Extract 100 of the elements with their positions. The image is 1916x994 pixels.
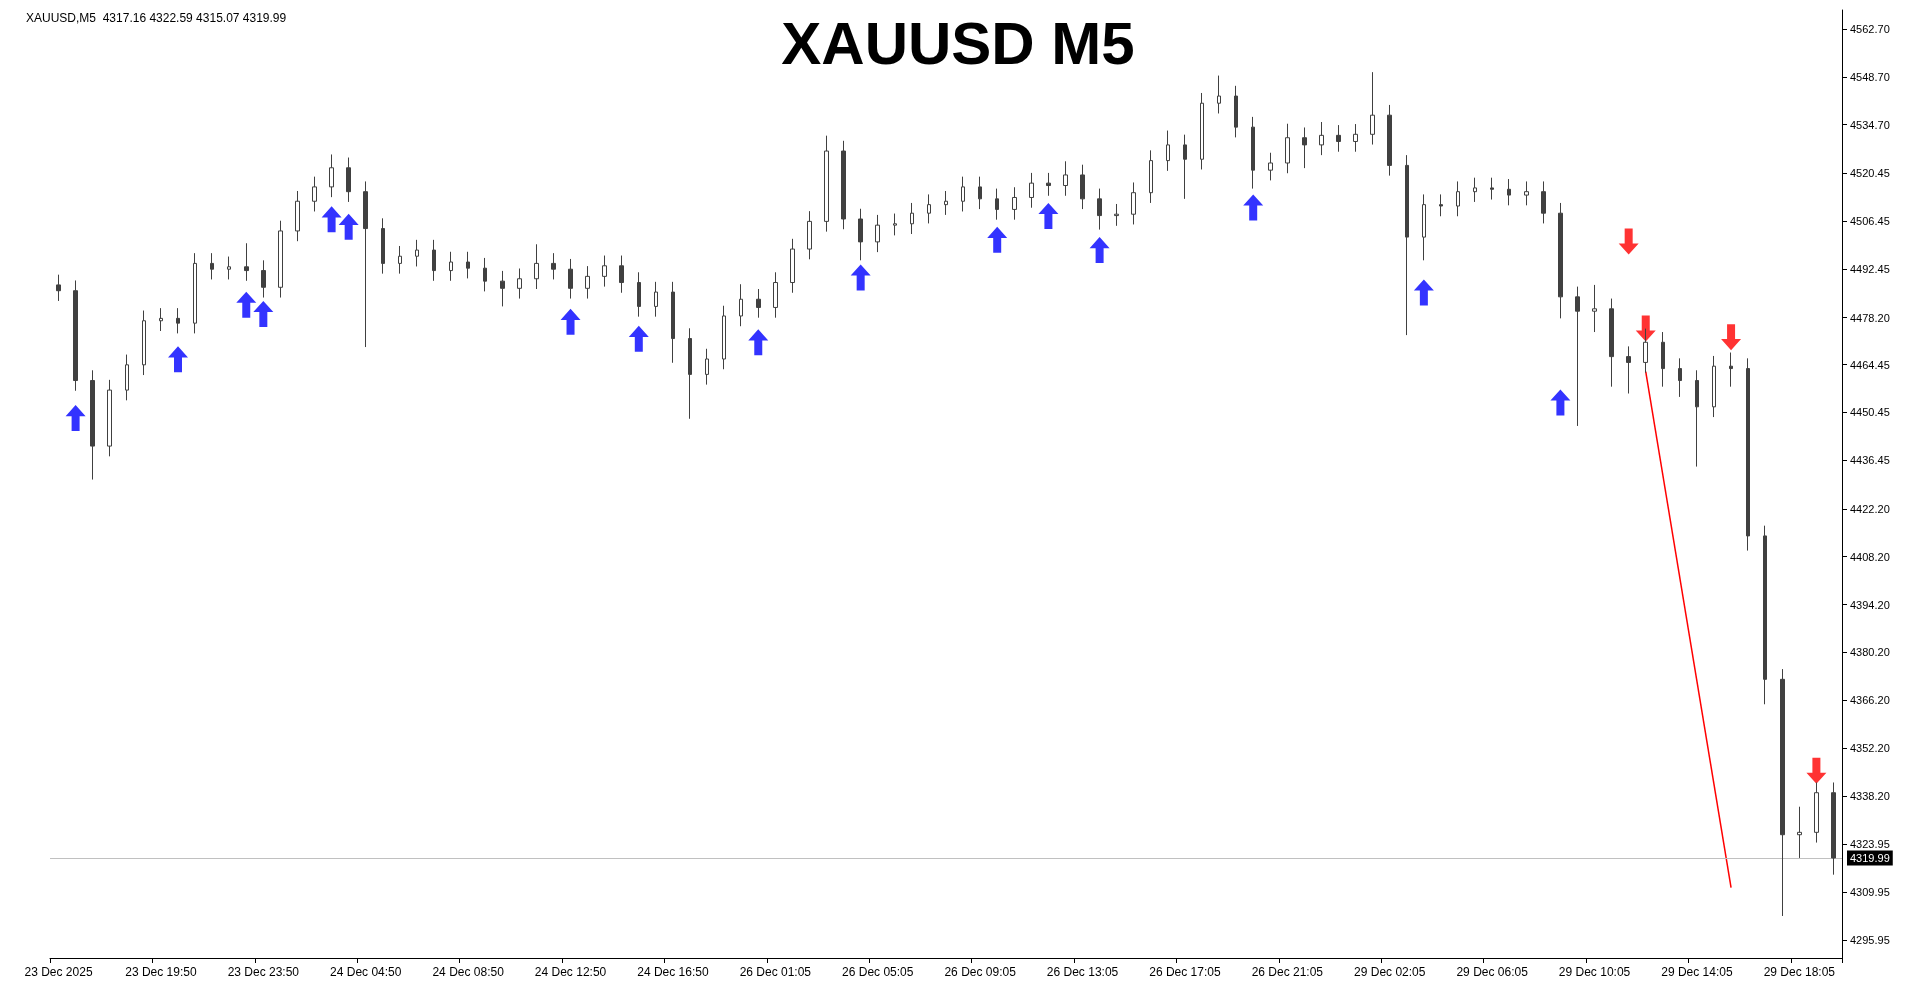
annotation: XAUUSD,M5 4317.16 4322.59 4315.07 4319.99 [26,11,287,25]
candlestick [1234,85,1238,138]
candlestick [432,239,436,282]
candlestick [176,307,180,334]
candlestick [824,135,829,233]
candlestick [961,176,965,212]
y-tick-label: 4506.45 [1850,215,1890,228]
x-tick-label: 26 Dec 05:05 [842,965,914,979]
y-tick-label: 4520.45 [1850,167,1890,180]
candlestick [159,307,163,332]
candlestick [1046,172,1051,197]
candlestick [73,279,78,392]
ref-line-label: 4319.99 [1850,851,1890,864]
candlestick [1558,202,1563,319]
candlestick [1626,345,1631,394]
candlestick [875,214,880,253]
candlestick [671,281,675,364]
candlestick [483,257,487,292]
candlestick [1643,328,1648,374]
y-tick-label: 4295.95 [1850,934,1890,947]
candlestick [637,271,641,318]
candlestick [210,252,214,280]
candlestick [1268,152,1273,181]
candlestick [261,259,266,299]
candlestick [1183,134,1187,200]
candlestick [381,217,385,275]
candlestick [1797,806,1802,859]
point [1806,757,1827,784]
x-tick-label: 24 Dec 04:50 [330,965,402,979]
x-tick-label: 24 Dec 16:50 [637,965,709,979]
candlestick [1319,121,1324,156]
x-tick-label: 26 Dec 21:05 [1251,965,1324,979]
candlestick [739,283,743,327]
y-tick-label: 4492.45 [1850,263,1890,276]
candlestick [602,255,607,288]
y-tick-label: 4534.70 [1850,118,1890,131]
candlestick [654,281,658,318]
point [321,206,342,233]
y-tick-label: 4323.95 [1850,838,1890,851]
candlestick [415,239,419,267]
candlestick [1814,781,1819,844]
y-tick-label: 4436.45 [1850,454,1890,467]
point [1721,324,1742,351]
y-tick-label: 4548.70 [1850,70,1890,83]
candlestick [893,213,897,236]
candlestick [756,288,761,319]
candlestick [995,188,999,221]
candlestick [1012,186,1017,221]
candlestick [1712,355,1716,418]
candlestick [1336,124,1341,153]
candlestick [1729,352,1733,388]
point [168,346,188,373]
candlestick [534,243,539,290]
candlestick [1149,149,1153,204]
point [560,308,581,335]
candlestick [1661,331,1665,388]
point [628,325,649,352]
candlestick [1490,177,1494,201]
x-tick-label: 29 Dec 02:05 [1354,965,1426,979]
candlestick [790,238,795,294]
x-tick-label: 29 Dec 10:05 [1558,965,1631,979]
x-tick-label: 29 Dec 18:05 [1763,965,1836,979]
point [65,405,86,432]
candlestick [1456,180,1460,217]
point [236,291,257,318]
candlestick [944,190,948,216]
candlestick [1831,781,1836,876]
candlestick [1575,286,1580,427]
candlestick [585,265,590,300]
candlestick [107,379,112,457]
candlestick [449,251,453,282]
point [1635,315,1656,342]
candlestick [773,271,778,319]
point [1089,237,1110,264]
point [338,213,359,240]
candlestick [619,255,624,294]
candlestick [56,274,61,302]
candlestick [1422,193,1426,261]
candlestick [807,210,812,260]
candlestick [858,208,863,261]
candlestick [295,190,300,242]
candlestick [1387,104,1392,177]
x-tick-label: 24 Dec 08:50 [432,965,505,979]
point [1413,279,1434,306]
x-tick-label: 23 Dec 2025 [24,965,93,979]
point [1243,194,1264,221]
candlestick [244,242,249,282]
y-tick-label: 4380.20 [1850,646,1890,659]
candlestick [125,354,129,401]
candlestick [1302,126,1307,169]
y-tick-label: 4352.20 [1850,741,1890,754]
candlestick [193,252,197,334]
point [1038,202,1059,229]
candlestick [1370,71,1375,146]
candlestick [500,270,505,307]
y-tick-label: 4309.95 [1850,886,1890,899]
candlestick [1678,357,1682,398]
y-tick-label: 4338.20 [1850,789,1890,802]
candlestick [1114,203,1119,227]
candlestick [1029,172,1034,209]
